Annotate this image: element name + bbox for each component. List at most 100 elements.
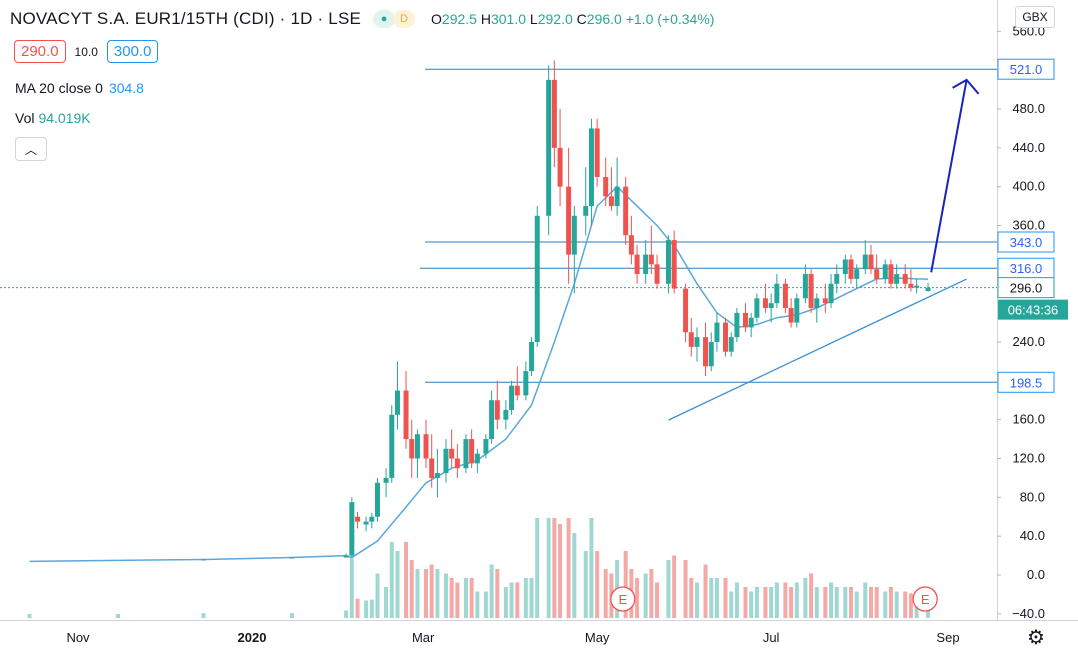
candle-body: [557, 147, 563, 187]
candle-body: [802, 274, 808, 299]
volume-bar: [201, 613, 206, 618]
candle-body: [874, 269, 880, 279]
volume-bar: [589, 518, 594, 618]
volume-bar: [115, 614, 120, 618]
symbol-title[interactable]: NOVACYT S.A. EUR1/15TH (CDI) · 1D · LSE: [10, 9, 362, 28]
candle-body: [494, 400, 500, 420]
candle-body: [608, 196, 614, 207]
trade-panel: 290.0 10.0 300.0: [14, 40, 159, 63]
candle-body: [414, 434, 420, 459]
ma-legend[interactable]: MA 20 close 0 304.8: [15, 80, 144, 96]
volume-bar: [868, 587, 873, 618]
candle-body: [594, 128, 600, 177]
x-tick-label: Mar: [412, 630, 435, 645]
x-tick-label: Jul: [763, 630, 780, 645]
volume-bar: [455, 582, 460, 618]
candle-body: [571, 215, 577, 255]
candle-body: [509, 385, 515, 410]
volume-bar: [655, 582, 660, 618]
candle-body: [603, 176, 609, 197]
volume-bar: [789, 587, 794, 618]
volume-bar: [443, 573, 448, 618]
volume-bar: [389, 542, 394, 618]
candle-body: [768, 303, 774, 309]
volume-bar: [515, 582, 520, 618]
candle-body: [566, 186, 572, 255]
candle-body: [201, 559, 207, 561]
candle-body: [634, 254, 640, 275]
delayed-badge[interactable]: D: [393, 10, 416, 28]
candle-body: [389, 414, 395, 478]
candle-body: [474, 453, 480, 464]
earnings-marker-label: E: [618, 592, 627, 607]
candle-body: [734, 312, 740, 338]
volume-bar: [703, 564, 708, 618]
y-tick-label: 360.0: [1012, 218, 1045, 233]
volume-bar: [774, 582, 779, 618]
volume-bar: [888, 587, 893, 618]
volume-bar: [546, 518, 551, 618]
candle-body: [623, 186, 629, 236]
sell-button[interactable]: 290.0: [14, 40, 66, 63]
volume-bar: [643, 573, 648, 618]
candle-body: [614, 186, 620, 207]
y-tick-label: 240.0: [1012, 334, 1045, 349]
volume-bar: [783, 582, 788, 618]
volume-bar: [375, 573, 380, 618]
eye-icon[interactable]: ●: [373, 10, 396, 28]
volume-bar: [903, 591, 908, 618]
level-tag: [997, 58, 1055, 80]
candle-body: [654, 264, 660, 284]
level-label: 198.5: [1010, 375, 1043, 390]
volume-bar: [723, 578, 728, 618]
candle-body: [754, 298, 760, 318]
volume-bar: [369, 599, 374, 618]
candle-body: [782, 283, 788, 309]
buy-button[interactable]: 300.0: [106, 40, 159, 63]
candle-body: [728, 337, 734, 352]
volume-bar: [709, 578, 714, 618]
volume-bar: [863, 582, 868, 618]
gear-icon[interactable]: ⚙: [1027, 627, 1045, 649]
currency-badge[interactable]: GBX: [1015, 6, 1055, 28]
candle-body: [483, 439, 489, 454]
volume-bar: [908, 593, 913, 618]
candle-body: [925, 287, 931, 292]
volume-bar: [734, 582, 739, 618]
candle-body: [703, 337, 709, 367]
candle-body: [794, 298, 800, 323]
volume-bar: [926, 605, 931, 618]
candle-body: [665, 240, 671, 284]
candle-body: [788, 308, 794, 323]
candle-body: [902, 274, 908, 284]
candle-body: [289, 557, 295, 559]
chart-header: NOVACYT S.A. EUR1/15TH (CDI) · 1D · LSE …: [10, 8, 714, 30]
candle-body: [762, 298, 768, 309]
candle-body: [534, 215, 540, 342]
volume-bar: [689, 578, 694, 618]
volume-legend[interactable]: Vol 94.019K: [15, 110, 91, 126]
volume-bar: [558, 524, 563, 618]
volume-bar: [854, 591, 859, 618]
candles: [201, 60, 931, 561]
candle-body: [454, 458, 460, 469]
collapse-legend-button[interactable]: ︿: [15, 137, 47, 161]
candle-body: [908, 283, 914, 288]
candle-body: [848, 259, 854, 279]
volume-bar: [463, 578, 468, 618]
y-tick-label: 480.0: [1012, 101, 1045, 116]
volume-bar: [683, 560, 688, 618]
volume-bar: [894, 591, 899, 618]
x-tick-label: Nov: [66, 630, 90, 645]
candle-body: [529, 342, 535, 372]
y-tick-label: 0.0: [1027, 567, 1045, 582]
last-price-tag: [997, 277, 1055, 299]
level-label: 343.0: [1010, 235, 1043, 250]
candle-body: [503, 409, 509, 420]
volume-bar: [583, 551, 588, 618]
volume-bar: [803, 578, 808, 618]
volume-bar: [483, 591, 488, 618]
level-label: 316.0: [1010, 261, 1043, 276]
ohlc-readout: O292.5 H301.0 L292.0 C296.0 +1.0 (+0.34%…: [431, 11, 715, 27]
